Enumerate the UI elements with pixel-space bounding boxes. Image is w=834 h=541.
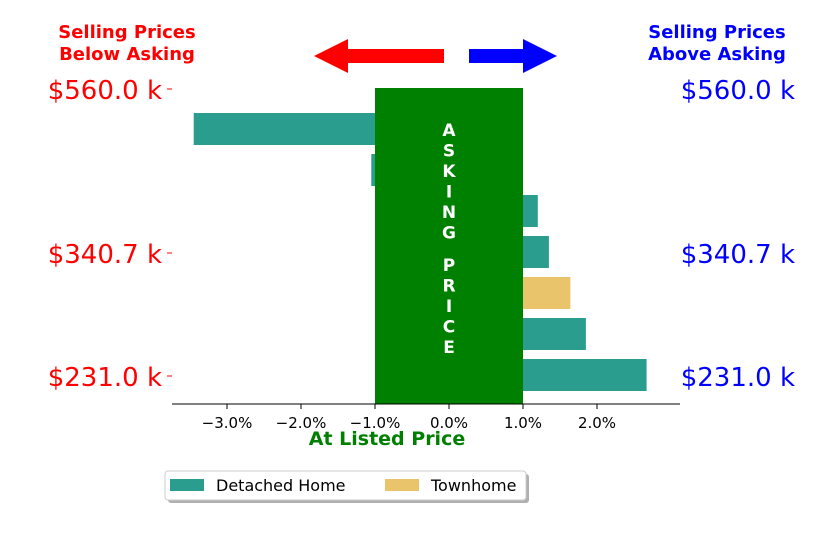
- x-tick-label-2: −1.0%: [350, 414, 401, 432]
- legend-box: [164, 470, 527, 501]
- asking-band-letter-10: C: [443, 318, 455, 338]
- legend-label-townhome: Townhome: [430, 476, 516, 495]
- asking-band-letter-9: I: [446, 297, 452, 317]
- x-ticks: −3.0% −2.0% −1.0% 0.0% 1.0% 2.0%: [202, 404, 616, 432]
- right-price-label-mid: $340.7 k: [681, 240, 795, 270]
- x-tick-label-3: 0.0%: [430, 414, 468, 432]
- x-axis-label: At Listed Price: [309, 428, 465, 450]
- asking-band-letter-2: K: [442, 162, 456, 182]
- legend: Detached Home Townhome: [164, 470, 529, 503]
- asking-band-letter-4: N: [442, 203, 456, 223]
- x-tick-label-5: 2.0%: [578, 414, 616, 432]
- left-price-label-mid: $340.7 k: [48, 240, 162, 270]
- left-price-label-top: $560.0 k: [48, 76, 162, 106]
- asking-band-letter-0: A: [442, 121, 456, 141]
- left-header-line2: Below Asking: [59, 44, 195, 65]
- x-tick-label-0: −3.0%: [202, 414, 253, 432]
- x-tick-label-1: −2.0%: [276, 414, 327, 432]
- left-price-label-bottom: $231.0 k: [48, 363, 162, 393]
- right-price-label-bottom: $231.0 k: [681, 363, 795, 393]
- asking-band-letter-11: E: [443, 338, 455, 358]
- asking-band-letter-3: I: [446, 183, 452, 203]
- asking-band-letter-8: R: [442, 277, 455, 297]
- asking-band-letter-7: P: [443, 256, 455, 276]
- right-header-line2: Above Asking: [648, 44, 786, 65]
- legend-swatch-townhome: [385, 479, 419, 491]
- right-header-line1: Selling Prices: [648, 22, 785, 43]
- asking-band-letter-5: G: [442, 224, 456, 244]
- legend-label-detached: Detached Home: [216, 476, 346, 495]
- x-tick-label-4: 1.0%: [504, 414, 542, 432]
- right-arrow-icon: [469, 39, 557, 73]
- asking-band-letter-1: S: [443, 142, 455, 162]
- left-header-line1: Selling Prices: [58, 22, 195, 43]
- legend-swatch-detached: [170, 479, 204, 491]
- right-price-label-top: $560.0 k: [681, 76, 795, 106]
- left-arrow-icon: [314, 39, 444, 73]
- asking-price-band: [375, 88, 523, 404]
